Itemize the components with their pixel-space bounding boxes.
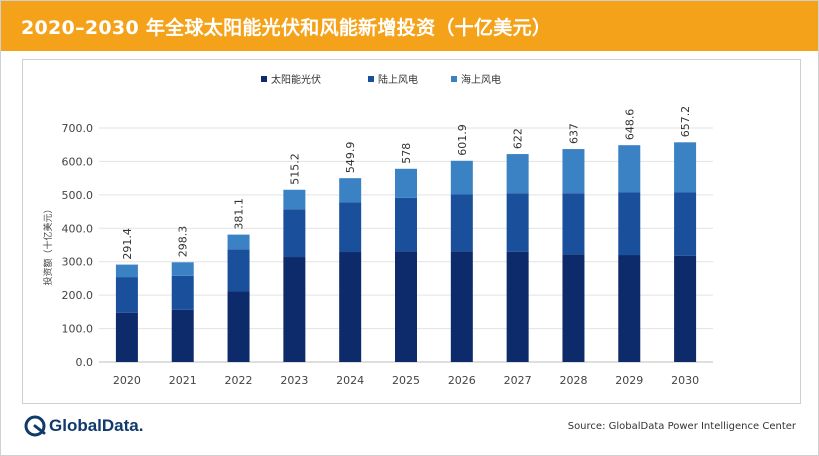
bar-2029-series-0 xyxy=(618,255,641,362)
source-note: Source: GlobalData Power Intelligence Ce… xyxy=(567,421,796,432)
x-tick-label: 2022 xyxy=(225,374,253,387)
bar-2022-series-2 xyxy=(227,234,250,250)
bar-2027-series-1 xyxy=(506,193,529,252)
bar-2030-series-0 xyxy=(674,255,697,362)
legend-swatch-2 xyxy=(451,76,457,82)
total-label-2021: 298.3 xyxy=(177,226,190,258)
y-tick-label: 0.0 xyxy=(76,356,94,369)
bar-2030-series-2 xyxy=(674,142,697,193)
total-label-2027: 622 xyxy=(512,128,525,149)
bar-2030-series-1 xyxy=(674,192,697,256)
bar-2022-series-1 xyxy=(227,249,250,292)
legend-label-0: 太阳能光伏 xyxy=(271,73,321,86)
chart-title: 2020–2030 年全球太阳能光伏和风能新增投资（十亿美元） xyxy=(21,17,552,39)
bar-2025-series-2 xyxy=(395,168,417,198)
bar-2025-series-1 xyxy=(395,197,417,252)
bar-2029-series-1 xyxy=(618,192,641,256)
bar-2020-series-1 xyxy=(115,277,138,313)
x-tick-label: 2024 xyxy=(336,374,364,387)
total-label-2026: 601.9 xyxy=(456,124,469,156)
total-label-2028: 637 xyxy=(567,123,580,144)
total-label-2023: 515.2 xyxy=(288,153,301,185)
y-tick-label: 700.0 xyxy=(62,122,94,135)
bar-2021-series-0 xyxy=(171,309,194,362)
total-label-2025: 578 xyxy=(400,143,413,164)
x-tick-label: 2020 xyxy=(113,374,141,387)
bar-2026-series-2 xyxy=(450,160,473,195)
title-bar: 2020–2030 年全球太阳能光伏和风能新增投资（十亿美元） xyxy=(1,1,818,51)
y-tick-label: 300.0 xyxy=(62,256,94,269)
total-label-2024: 549.9 xyxy=(344,142,357,174)
bar-2027-series-2 xyxy=(506,154,529,194)
x-tick-label: 2028 xyxy=(559,374,587,387)
bar-2027-series-0 xyxy=(506,251,529,362)
stacked-bar-chart: 0.0 100.0 200.0 300.0 400.0 500.0 600.0 700.0 投资… xyxy=(42,73,713,387)
x-tick-label: 2025 xyxy=(392,374,420,387)
bar-2029-series-2 xyxy=(618,145,641,193)
y-tick-label: 200.0 xyxy=(62,289,94,302)
x-tick-label: 2027 xyxy=(504,374,532,387)
bar-2021-series-2 xyxy=(171,262,194,276)
y-tick-label: 400.0 xyxy=(62,222,94,235)
total-label-2022: 381.1 xyxy=(233,198,246,230)
total-label-2020: 291.4 xyxy=(121,228,134,260)
x-tick-label: 2029 xyxy=(615,374,643,387)
bar-2023-series-1 xyxy=(283,209,306,258)
bar-2025-series-0 xyxy=(395,251,417,362)
bar-2023-series-2 xyxy=(283,189,306,210)
y-axis-label: 投资额（十亿美元） xyxy=(42,204,54,285)
bar-2026-series-1 xyxy=(450,194,473,252)
legend-swatch-0 xyxy=(261,76,267,82)
total-label-2030: 657.2 xyxy=(679,106,692,138)
bar-2020-series-0 xyxy=(115,312,138,362)
bar-2024-series-0 xyxy=(339,252,362,362)
x-tick-label: 2026 xyxy=(448,374,476,387)
x-tick-label: 2030 xyxy=(671,374,699,387)
legend-swatch-1 xyxy=(368,76,374,82)
y-tick-label: 100.0 xyxy=(62,323,94,336)
bar-2022-series-0 xyxy=(227,291,250,362)
legend-label-1: 陆上风电 xyxy=(378,73,418,86)
bar-2028-series-2 xyxy=(562,149,585,194)
bar-2021-series-1 xyxy=(171,275,194,310)
bar-2020-series-2 xyxy=(115,264,138,278)
bar-2024-series-1 xyxy=(339,202,362,253)
total-label-2029: 648.6 xyxy=(623,109,636,140)
y-tick-label: 600.0 xyxy=(62,155,94,168)
chart-panel: 0.0 100.0 200.0 300.0 400.0 500.0 600.0 700.0 投资… xyxy=(22,59,801,404)
bar-2023-series-0 xyxy=(283,257,306,362)
x-tick-label: 2021 xyxy=(169,374,197,387)
legend-label-2: 海上风电 xyxy=(461,73,501,86)
y-tick-label: 500.0 xyxy=(62,189,94,202)
x-tick-label: 2023 xyxy=(280,374,308,387)
bar-2026-series-0 xyxy=(450,251,473,362)
brand-name: GlobalData. xyxy=(49,416,144,435)
bar-2028-series-0 xyxy=(562,254,585,362)
globaldata-logo-icon xyxy=(24,415,46,437)
bar-2024-series-2 xyxy=(339,178,362,203)
bar-2028-series-1 xyxy=(562,193,585,255)
